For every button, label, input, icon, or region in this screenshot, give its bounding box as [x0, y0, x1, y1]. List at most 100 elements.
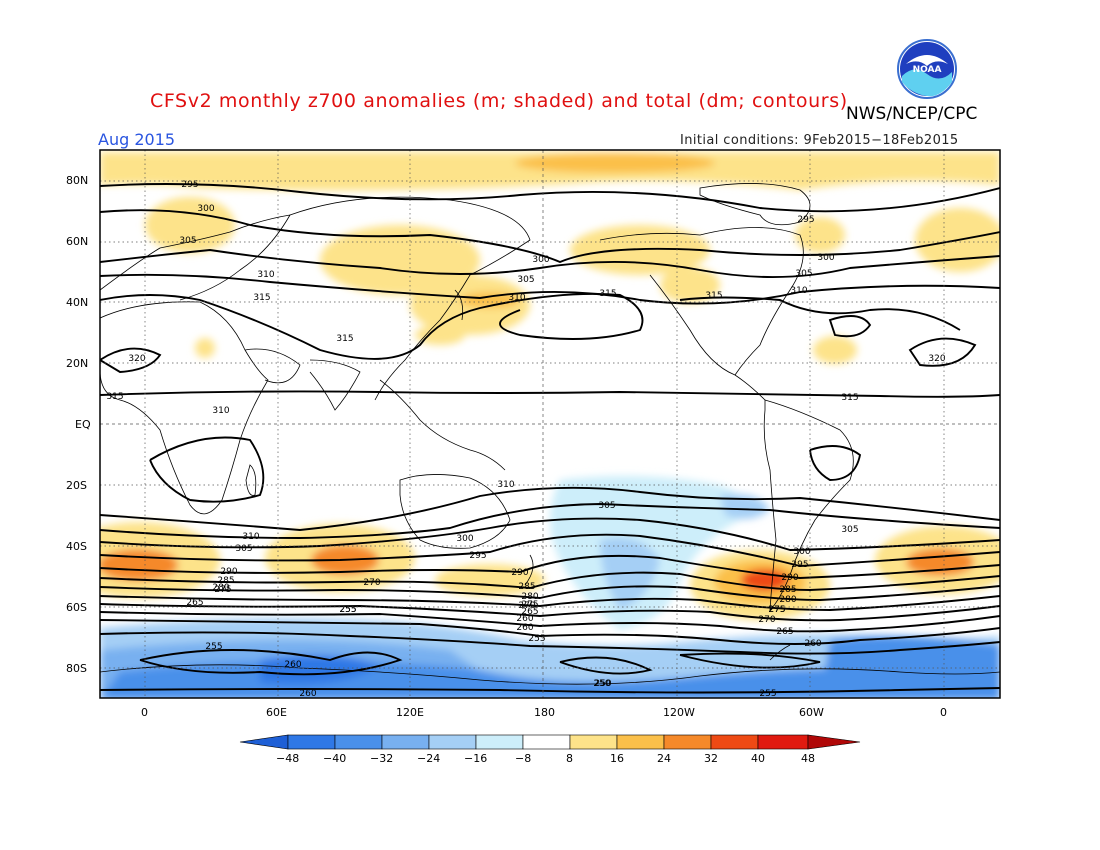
coastline-asia	[289, 196, 531, 401]
colorbar-swatch	[475, 734, 524, 750]
contour-315-s-america	[809, 445, 862, 481]
coastline-japan	[454, 289, 464, 321]
contour-255-pole	[100, 687, 1000, 694]
colorbar-swatch	[287, 734, 336, 750]
contour-label: 280	[212, 583, 229, 593]
contour-310-south	[100, 486, 1000, 531]
coastline-central-america	[734, 374, 766, 401]
contour-label: 260	[284, 660, 301, 670]
contour-305-south	[100, 503, 1000, 539]
contour-295-north	[100, 183, 1000, 213]
contour-label: 275	[214, 585, 231, 595]
coastline-north-america	[599, 227, 804, 376]
contour-label: 300	[456, 534, 473, 544]
pos-anom-sahara	[195, 338, 215, 358]
contour-250-antarctic	[679, 652, 821, 669]
contour-label: 310	[212, 406, 229, 416]
colorbar-label: −48	[276, 752, 300, 765]
coastlines	[100, 183, 1000, 685]
neg-anom-east-pacific	[720, 494, 770, 519]
contour-315-north	[100, 292, 644, 360]
contour-295-south	[100, 533, 1000, 567]
contour-label: 320	[128, 354, 145, 364]
contour-label: 315	[106, 392, 123, 402]
height-contours	[100, 183, 1000, 694]
contour-305-north	[100, 249, 1000, 278]
contour-label: 305	[235, 544, 252, 554]
colorbar-label: 32	[704, 752, 718, 765]
contour-label: 275	[768, 605, 785, 615]
lat-tick: 20S	[66, 479, 87, 492]
lon-tick: 180	[534, 706, 555, 719]
contour-label: 250	[593, 679, 610, 689]
contour-255-antarctic	[559, 656, 653, 675]
colorbar-label: −40	[323, 752, 347, 765]
contour-label: 280	[521, 592, 538, 602]
contour-label: 285	[217, 576, 234, 586]
pos-anom-nw-pacific-core	[460, 292, 520, 308]
contour-label: 270	[758, 615, 775, 625]
contour-label: 255	[759, 689, 776, 699]
coastline-antarctic-peninsula	[769, 644, 791, 661]
contour-label: 300	[197, 204, 214, 214]
colorbar-swatch	[569, 734, 618, 750]
contour-label: 300	[793, 547, 810, 557]
initial-conditions: Initial conditions: 9Feb2015−18Feb2015	[680, 133, 959, 148]
colorbar-label: 8	[566, 752, 573, 765]
lat-tick: 80S	[66, 662, 87, 675]
contour-label: 290	[511, 568, 528, 578]
contour-255-south	[100, 631, 1000, 655]
lon-tick: 120E	[396, 706, 424, 719]
lat-tick: 80N	[66, 174, 89, 187]
colorbar-swatch	[428, 734, 477, 750]
colorbar-label: −32	[370, 752, 394, 765]
contour-285-south	[100, 571, 1000, 591]
contour-label: 265	[776, 627, 793, 637]
contour-label: 285	[779, 585, 796, 595]
contour-label: 270	[518, 601, 535, 611]
contour-label: 305	[795, 269, 812, 279]
contour-label: 300	[817, 253, 834, 263]
contour-label: 260	[299, 689, 316, 699]
coastline-india	[309, 359, 361, 411]
forecast-period: Aug 2015	[98, 130, 176, 149]
contour-label: 305	[517, 275, 534, 285]
colorbar-high-arrow	[807, 734, 861, 750]
contour-275-south	[100, 595, 1000, 611]
colorbar-label: 40	[751, 752, 765, 765]
chart-title: CFSv2 monthly z700 anomalies (m; shaded)…	[150, 90, 848, 112]
contour-label: 310	[242, 532, 259, 542]
contour-315-s-africa	[149, 436, 265, 503]
map-frame	[99, 149, 1001, 699]
neg-anom-deep	[260, 655, 380, 684]
contour-label: 315	[599, 289, 616, 299]
colorbar-swatch	[710, 734, 759, 750]
agency-label: NWS/NCEP/CPC	[846, 104, 978, 124]
lat-tick: 40N	[66, 296, 89, 309]
coastline-se-asia	[379, 379, 506, 471]
lat-tick: 60S	[66, 601, 87, 614]
contour-290-south	[100, 554, 1000, 579]
contour-label: 315	[336, 334, 353, 344]
contour-310-north	[100, 273, 1000, 305]
lat-tick: EQ	[75, 418, 91, 431]
contour-label: 315	[841, 393, 858, 403]
colorbar-label: −24	[417, 752, 441, 765]
pos-anom-asia	[320, 225, 480, 295]
coastline-greenland	[699, 183, 811, 226]
colorbar-swatch	[616, 734, 665, 750]
colorbar-label: 48	[801, 752, 815, 765]
contour-label: 265	[186, 598, 203, 608]
contour-label: 260	[516, 614, 533, 624]
pos-anom-w-pacific	[415, 325, 465, 345]
contour-260-antarctic	[139, 649, 403, 676]
noaa-logo-text: NOAA	[913, 65, 942, 75]
colorbar-label: 24	[657, 752, 671, 765]
contour-label: 260	[804, 639, 821, 649]
pos-anom-arctic-core	[515, 153, 715, 173]
grid-lines	[100, 150, 1000, 698]
lon-tick: 0	[940, 706, 947, 719]
contour-label: 315	[705, 291, 722, 301]
pos-anom-sargasso	[813, 336, 857, 364]
